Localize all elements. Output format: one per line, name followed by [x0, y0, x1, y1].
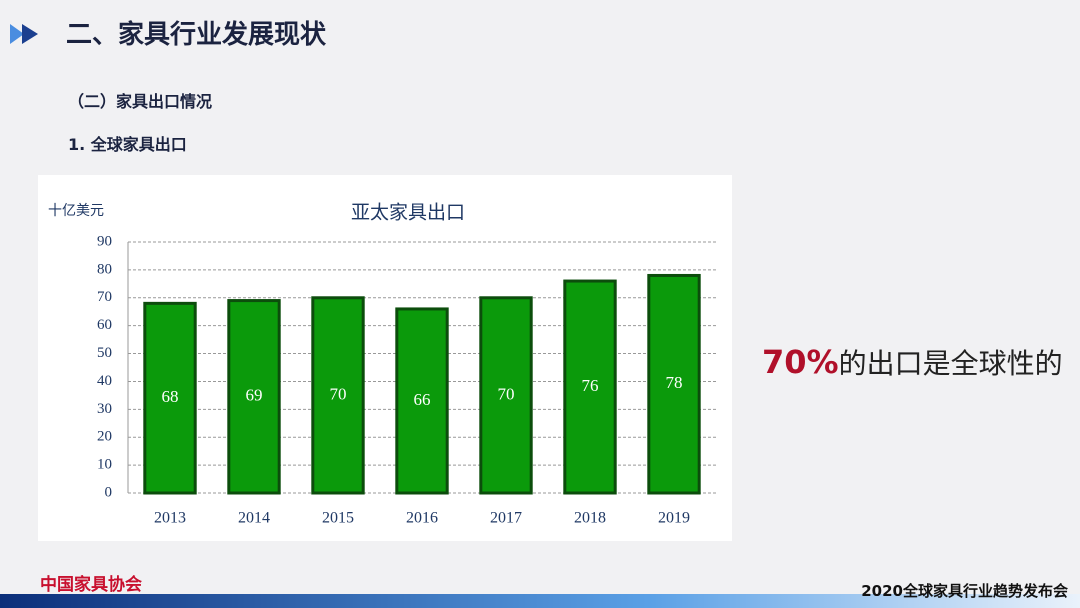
- y-tick-label: 70: [97, 289, 112, 305]
- data-label: 76: [582, 376, 599, 395]
- y-tick-label: 40: [97, 373, 112, 389]
- x-tick-label: 2017: [490, 510, 522, 527]
- x-tick-label: 2016: [406, 510, 438, 527]
- y-tick-label: 50: [97, 345, 112, 361]
- x-tick-label: 2015: [322, 510, 354, 527]
- y-axis-label: 十亿美元: [48, 203, 104, 219]
- y-tick-label: 80: [97, 261, 112, 277]
- data-label: 70: [498, 384, 515, 403]
- data-label: 78: [666, 373, 683, 392]
- y-tick-label: 60: [97, 317, 112, 333]
- callout-highlight: 70%: [762, 343, 839, 381]
- y-tick-label: 20: [97, 429, 112, 445]
- y-tick-label: 90: [97, 233, 112, 249]
- bar: [395, 307, 449, 495]
- chart-title: 亚太家具出口: [351, 202, 465, 224]
- footer-logo: 中国家具协会: [40, 575, 142, 595]
- data-label: 66: [414, 390, 431, 409]
- y-tick-label: 0: [105, 484, 113, 500]
- chart-background: [38, 175, 732, 541]
- x-tick-label: 2019: [658, 510, 690, 527]
- x-tick-label: 2014: [238, 510, 270, 527]
- subsection-title: 1. 全球家具出口: [68, 135, 187, 154]
- chart: 亚太家具出口 十亿美元 0 10 20 30 40 50 60 70 80 90 2013 68 201…: [38, 175, 732, 541]
- y-tick-label: 10: [97, 457, 112, 473]
- bar: [647, 273, 701, 495]
- footer-bar: [0, 594, 1080, 608]
- footer-event: 2020全球家具行业趋势发布会: [861, 582, 1068, 600]
- y-tick-label: 30: [97, 401, 112, 417]
- x-tick-label: 2013: [154, 510, 186, 527]
- data-label: 68: [162, 387, 179, 406]
- header-arrows: [10, 24, 38, 44]
- bar: [143, 301, 197, 495]
- bar: [563, 279, 617, 495]
- x-tick-label: 2018: [574, 510, 606, 527]
- bar: [311, 296, 365, 495]
- bar: [479, 296, 533, 495]
- callout: 70%的出口是全球性的: [762, 342, 1063, 382]
- data-label: 70: [330, 384, 347, 403]
- data-label: 69: [246, 386, 263, 405]
- page-title: 二、家具行业发展现状: [66, 20, 327, 50]
- bar: [227, 299, 281, 495]
- section-title: （二）家具出口情况: [68, 92, 213, 111]
- callout-text: 的出口是全球性的: [838, 347, 1063, 380]
